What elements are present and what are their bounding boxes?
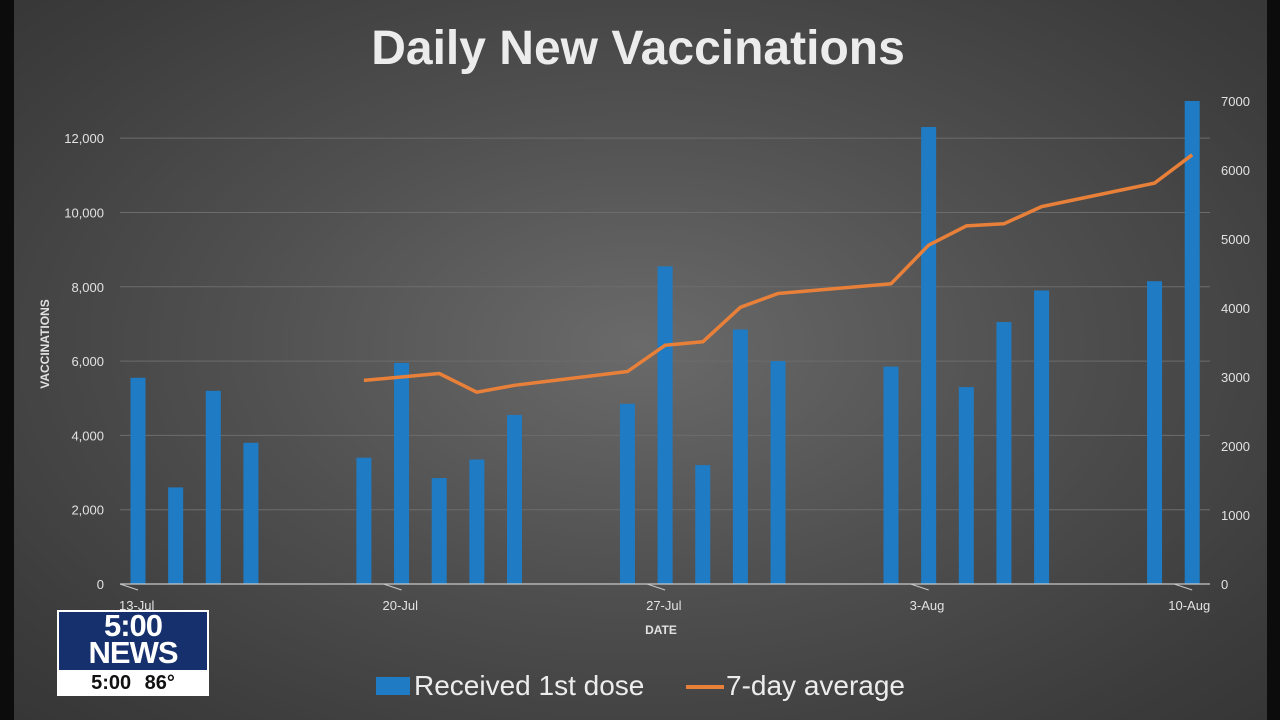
x-axis-label: DATE xyxy=(645,623,677,637)
x-tick-label: 10-Aug xyxy=(1168,598,1210,613)
x-tick-label: 3-Aug xyxy=(910,598,945,613)
bar xyxy=(1034,290,1050,584)
y-tick-label: 10,000 xyxy=(64,205,104,220)
bar-series xyxy=(130,101,1200,584)
bar xyxy=(883,366,899,584)
x-axis-ticks: 13-Jul 20-Jul 27-Jul 3-Aug 10-Aug xyxy=(119,583,1210,613)
y-tick-label: 0 xyxy=(97,577,104,592)
news-bug-ticker: 5:00 86° xyxy=(57,670,209,696)
x-tick-mark xyxy=(119,583,139,591)
news-bug: 5:00 NEWS 5:00 86° xyxy=(57,610,209,696)
bar xyxy=(1184,101,1200,584)
bar xyxy=(921,127,937,584)
y2-tick-label: 0 xyxy=(1221,577,1228,592)
bar xyxy=(770,361,786,584)
news-bug-logo: 5:00 NEWS xyxy=(59,608,207,670)
y-tick-label: 4,000 xyxy=(71,428,104,443)
vaccination-chart: Daily New Vaccinations 0 2,000 4,000 6,000 8… xyxy=(38,22,1250,701)
legend-swatch-bar xyxy=(376,677,410,695)
average-line xyxy=(363,153,1194,394)
line-series xyxy=(363,153,1194,394)
bar xyxy=(619,403,635,584)
news-bug-time: 5:00 xyxy=(91,672,132,694)
x-tick-label: 13-Jul xyxy=(119,598,155,613)
bar xyxy=(1147,281,1163,584)
x-tick-mark xyxy=(383,583,402,591)
bar xyxy=(657,266,673,584)
y2-tick-label: 7000 xyxy=(1221,94,1250,109)
bar xyxy=(469,459,485,584)
x-tick-mark xyxy=(1174,583,1193,591)
x-tick-mark xyxy=(646,583,666,591)
y2-tick-label: 5000 xyxy=(1221,232,1250,247)
y-axis-label: VACCINATIONS xyxy=(38,299,52,389)
y2-tick-label: 6000 xyxy=(1221,163,1250,178)
left-axis-ticks: 0 2,000 4,000 6,000 8,000 10,000 12,000 xyxy=(64,131,104,592)
y-tick-label: 8,000 xyxy=(71,280,104,295)
bar xyxy=(394,362,410,584)
news-bug-temperature: 86° xyxy=(144,672,175,694)
news-bug-line1: 5:00 xyxy=(103,608,163,643)
legend-label-bar: Received 1st dose xyxy=(414,670,644,701)
bar xyxy=(130,377,146,584)
bar xyxy=(431,478,447,584)
y-tick-label: 6,000 xyxy=(71,354,104,369)
x-tick-mark xyxy=(910,583,929,591)
x-tick-label: 27-Jul xyxy=(646,598,682,613)
bar xyxy=(958,387,974,584)
legend: Received 1st dose 7-day average xyxy=(376,670,905,701)
news-bug-line2: NEWS xyxy=(88,635,179,670)
right-axis-ticks: 0 1000 2000 3000 4000 5000 6000 7000 xyxy=(1221,94,1250,592)
bar xyxy=(205,390,221,584)
y2-tick-label: 1000 xyxy=(1221,508,1250,523)
bar xyxy=(695,465,711,584)
y-tick-label: 12,000 xyxy=(64,131,104,146)
chart-title: Daily New Vaccinations xyxy=(371,22,905,75)
bar xyxy=(996,322,1012,584)
y2-tick-label: 2000 xyxy=(1221,439,1250,454)
x-tick-label: 20-Jul xyxy=(383,598,419,613)
bar xyxy=(243,442,259,584)
y2-tick-label: 4000 xyxy=(1221,301,1250,316)
bar xyxy=(168,487,184,584)
y-tick-label: 2,000 xyxy=(71,503,104,518)
chart-panel: Daily New Vaccinations 0 2,000 4,000 6,000 8… xyxy=(14,0,1267,720)
bar xyxy=(507,414,522,584)
y2-tick-label: 3000 xyxy=(1221,370,1250,385)
legend-label-line: 7-day average xyxy=(726,670,905,701)
bar xyxy=(356,457,372,584)
bar xyxy=(732,329,748,584)
